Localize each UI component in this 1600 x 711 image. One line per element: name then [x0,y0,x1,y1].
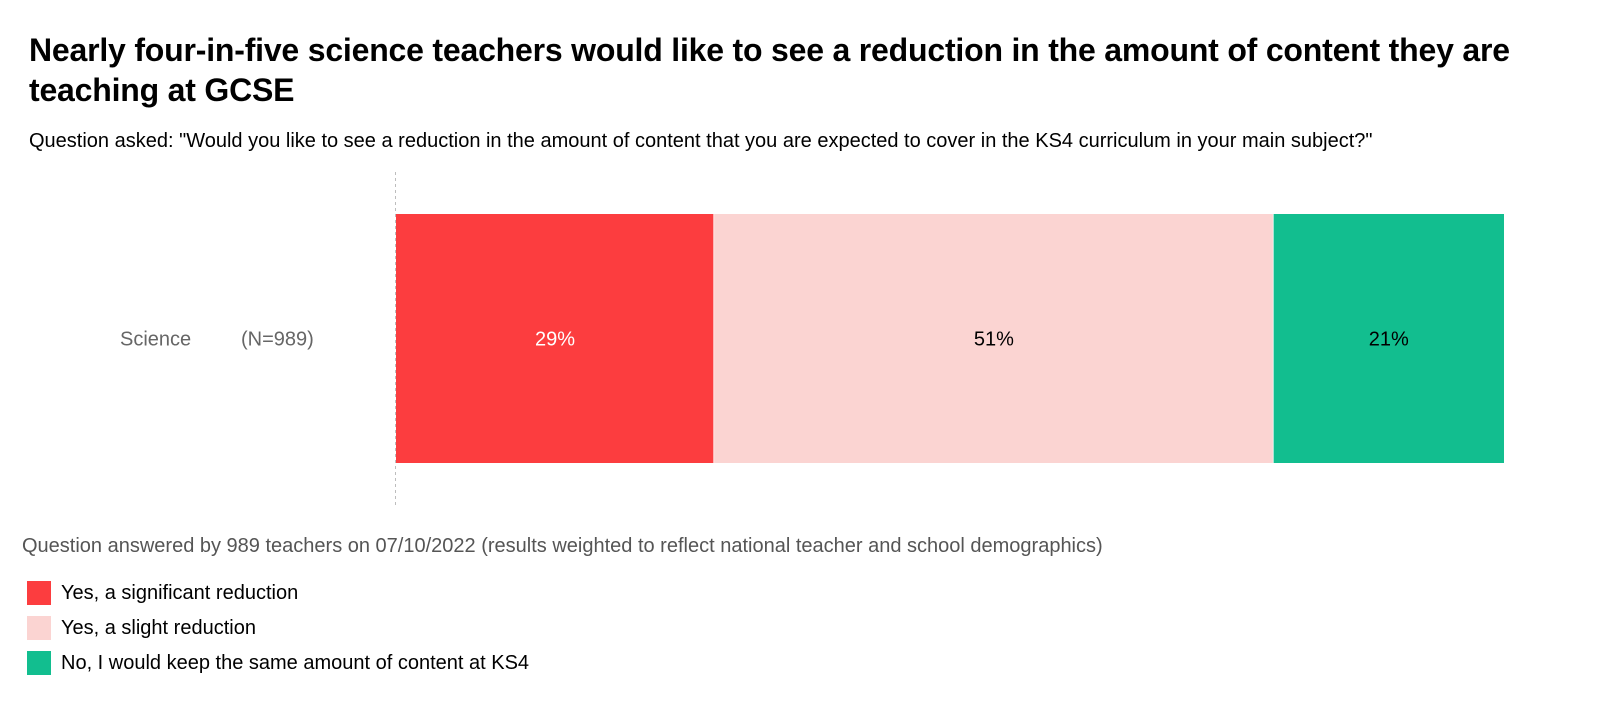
bar-segment-1 [396,214,715,463]
chart-title: Nearly four-in-five science teachers wou… [29,32,1510,108]
bar-segment-2 [714,214,1274,463]
data-label-1: 29% [535,329,575,351]
chart-footnote: Question answered by 989 teachers on 07/… [22,535,1103,557]
legend-label-slight-reduction: Yes, a slight reduction [61,617,256,639]
bar-segment-3 [1273,214,1504,463]
legend-item-significant-reduction: Yes, a significant reduction [27,580,529,606]
data-label-2: 51% [974,329,1014,351]
legend-swatch-keep-same [27,651,51,675]
legend-label-keep-same: No, I would keep the same amount of cont… [61,652,530,674]
data-label-3: 21% [1369,329,1409,351]
legend-item-keep-same: No, I would keep the same amount of cont… [27,650,529,676]
legend-swatch-significant-reduction [27,581,51,605]
category-label: Science [120,329,191,351]
legend-label-significant-reduction: Yes, a significant reduction [61,582,299,604]
legend-item-slight-reduction: Yes, a slight reduction [27,615,529,641]
legend-swatch-slight-reduction [27,616,51,640]
chart-legend: Yes, a significant reduction Yes, a slig… [27,580,529,685]
stacked-bar-chart: Science (N=989) 29% 51% 21% [120,172,1504,505]
chart-subtitle: Question asked: "Would you like to see a… [29,130,1373,152]
category-sample-size: (N=989) [241,329,314,351]
